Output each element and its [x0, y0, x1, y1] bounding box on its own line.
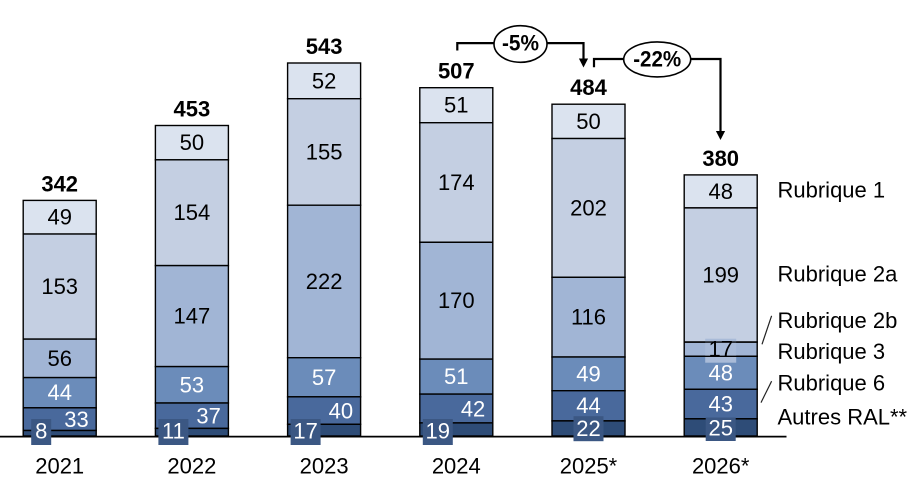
svg-text:202: 202	[570, 195, 607, 220]
svg-text:51: 51	[444, 364, 468, 389]
svg-text:380: 380	[702, 146, 739, 171]
svg-text:33: 33	[64, 407, 88, 432]
svg-text:22: 22	[576, 416, 600, 441]
svg-text:342: 342	[41, 171, 78, 196]
svg-text:Rubrique 1: Rubrique 1	[778, 178, 886, 203]
svg-text:155: 155	[306, 139, 343, 164]
svg-text:222: 222	[306, 269, 343, 294]
svg-text:170: 170	[438, 288, 475, 313]
svg-text:2025*: 2025*	[560, 454, 618, 479]
svg-text:543: 543	[306, 34, 343, 59]
svg-text:17: 17	[293, 419, 317, 444]
svg-text:25: 25	[708, 416, 732, 441]
svg-text:48: 48	[708, 360, 732, 385]
svg-text:8: 8	[35, 419, 47, 444]
svg-text:51: 51	[444, 93, 468, 118]
svg-text:507: 507	[438, 59, 475, 84]
svg-text:153: 153	[41, 274, 78, 299]
svg-text:50: 50	[576, 109, 600, 134]
svg-text:Rubrique 2a: Rubrique 2a	[778, 262, 899, 287]
svg-text:44: 44	[576, 393, 600, 418]
svg-text:453: 453	[174, 97, 211, 122]
svg-text:57: 57	[312, 365, 336, 390]
svg-text:-5%: -5%	[502, 31, 539, 56]
svg-text:2021: 2021	[35, 454, 84, 479]
svg-text:37: 37	[196, 404, 220, 429]
svg-text:53: 53	[180, 372, 204, 397]
svg-text:154: 154	[174, 200, 211, 225]
svg-text:199: 199	[702, 263, 739, 288]
svg-text:2024: 2024	[432, 454, 481, 479]
svg-text:48: 48	[708, 179, 732, 204]
svg-text:484: 484	[570, 75, 607, 100]
svg-text:Rubrique 2b: Rubrique 2b	[778, 308, 898, 333]
svg-text:49: 49	[576, 361, 600, 386]
svg-text:49: 49	[47, 205, 71, 230]
svg-text:19: 19	[426, 419, 450, 444]
svg-text:17: 17	[708, 337, 732, 362]
svg-text:2026*: 2026*	[692, 454, 750, 479]
svg-text:40: 40	[329, 399, 353, 424]
svg-text:174: 174	[438, 170, 475, 195]
svg-text:44: 44	[47, 380, 71, 405]
svg-text:Rubrique 3: Rubrique 3	[778, 339, 886, 364]
svg-text:50: 50	[180, 130, 204, 155]
svg-text:-22%: -22%	[633, 46, 681, 71]
svg-text:2022: 2022	[167, 454, 216, 479]
svg-text:11: 11	[162, 419, 185, 444]
svg-text:52: 52	[312, 68, 336, 93]
svg-text:43: 43	[708, 391, 732, 416]
svg-text:147: 147	[174, 304, 211, 329]
svg-text:Rubrique 6: Rubrique 6	[778, 371, 886, 396]
svg-text:2023: 2023	[300, 454, 349, 479]
svg-text:56: 56	[47, 346, 71, 371]
svg-text:Autres RAL**: Autres RAL**	[778, 405, 908, 430]
svg-text:116: 116	[571, 305, 606, 330]
svg-text:42: 42	[461, 397, 485, 422]
